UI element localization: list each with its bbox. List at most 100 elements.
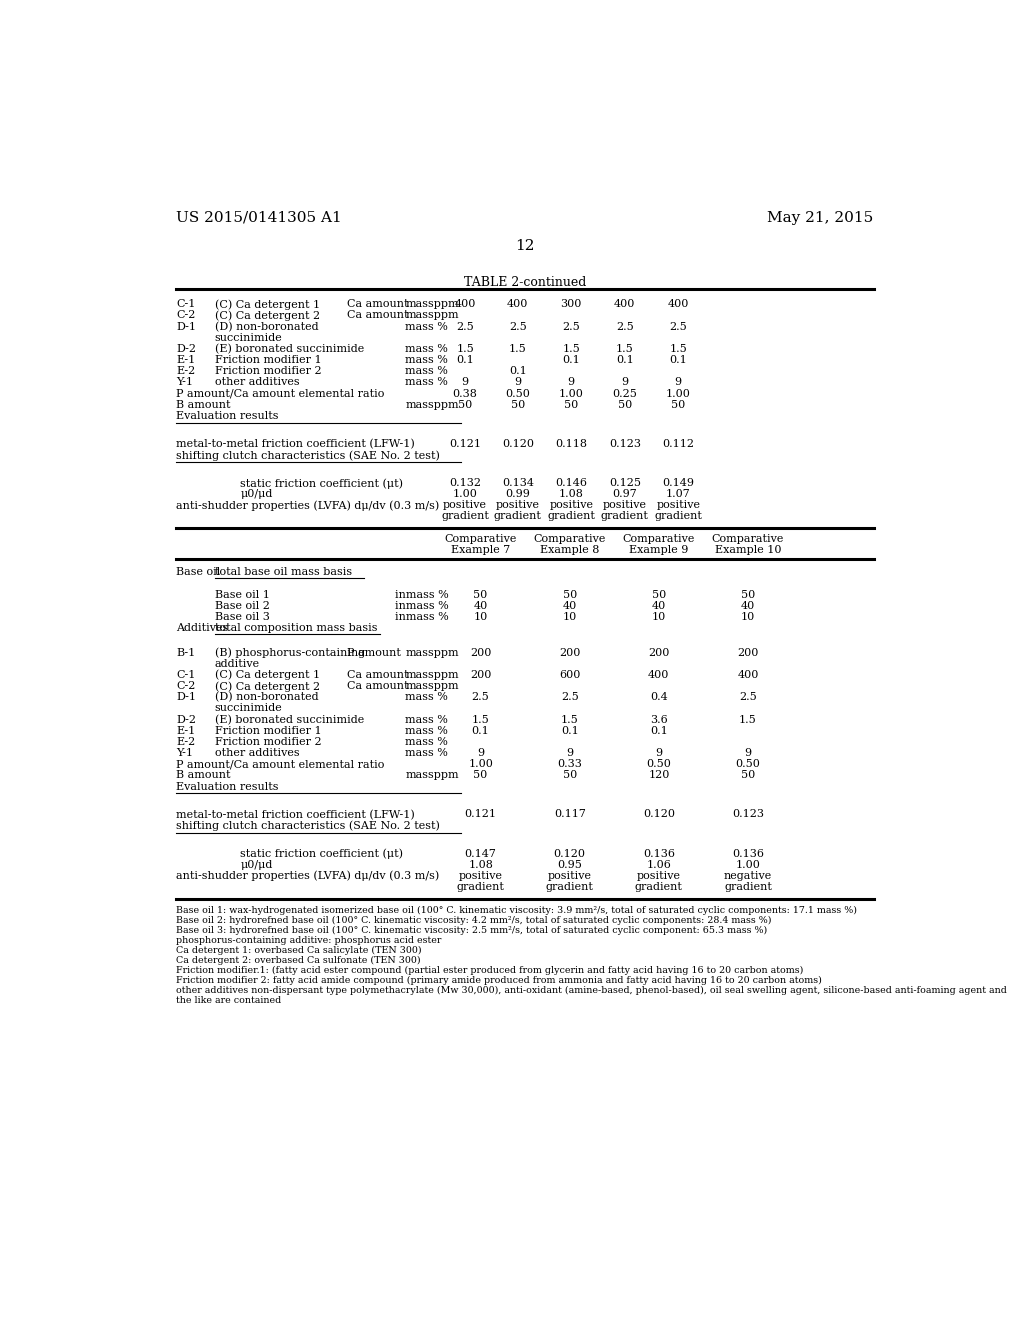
- Text: massppm: massppm: [406, 648, 459, 657]
- Text: 0.120: 0.120: [643, 809, 675, 820]
- Text: 0.1: 0.1: [650, 726, 668, 735]
- Text: D-1: D-1: [176, 322, 196, 331]
- Text: Base oil 3: hydrorefned base oil (100° C. kinematic viscosity: 2.5 mm²/s, total : Base oil 3: hydrorefned base oil (100° C…: [176, 927, 767, 936]
- Text: positive: positive: [603, 500, 647, 511]
- Text: μ0/μd: μ0/μd: [241, 490, 272, 499]
- Text: 2.5: 2.5: [457, 322, 474, 331]
- Text: positive: positive: [459, 871, 503, 880]
- Text: metal-to-metal friction coefficient (LFW-1): metal-to-metal friction coefficient (LFW…: [176, 809, 415, 820]
- Text: 0.38: 0.38: [453, 388, 477, 399]
- Text: 1.5: 1.5: [561, 714, 579, 725]
- Text: 1.5: 1.5: [670, 345, 687, 354]
- Text: 0.1: 0.1: [457, 355, 474, 366]
- Text: massppm: massppm: [406, 671, 459, 680]
- Text: anti-shudder properties (LVFA) dμ/dv (0.3 m/s): anti-shudder properties (LVFA) dμ/dv (0.…: [176, 871, 439, 882]
- Text: other additives: other additives: [215, 378, 299, 388]
- Text: 0.4: 0.4: [650, 692, 668, 702]
- Text: P amount/Ca amount elemental ratio: P amount/Ca amount elemental ratio: [176, 388, 384, 399]
- Text: static friction coefficient (μt): static friction coefficient (μt): [241, 478, 403, 488]
- Text: 1.00: 1.00: [735, 859, 761, 870]
- Text: gradient: gradient: [548, 511, 595, 521]
- Text: 200: 200: [470, 648, 492, 657]
- Text: metal-to-metal friction coefficient (LFW-1): metal-to-metal friction coefficient (LFW…: [176, 438, 415, 449]
- Text: mass %: mass %: [406, 737, 449, 747]
- Text: 2.5: 2.5: [562, 322, 581, 331]
- Text: gradient: gradient: [441, 511, 489, 521]
- Text: 0.136: 0.136: [732, 849, 764, 858]
- Text: 400: 400: [668, 300, 689, 309]
- Text: inmass %: inmass %: [395, 601, 450, 611]
- Text: 0.1: 0.1: [509, 367, 526, 376]
- Text: positive: positive: [656, 500, 700, 511]
- Text: Example 9: Example 9: [629, 545, 688, 556]
- Text: mass %: mass %: [406, 378, 449, 388]
- Text: gradient: gradient: [724, 882, 772, 892]
- Text: Base oil 2: Base oil 2: [215, 601, 269, 611]
- Text: (C) Ca detergent 2: (C) Ca detergent 2: [215, 310, 319, 321]
- Text: mass %: mass %: [406, 714, 449, 725]
- Text: succinimide: succinimide: [215, 333, 283, 343]
- Text: Base oil 1: Base oil 1: [215, 590, 269, 599]
- Text: Friction modifier 1: Friction modifier 1: [215, 355, 322, 366]
- Text: 0.120: 0.120: [502, 438, 534, 449]
- Text: inmass %: inmass %: [395, 590, 450, 599]
- Text: Base oil 1: wax-hydrogenated isomerized base oil (100° C. kinematic viscosity: 3: Base oil 1: wax-hydrogenated isomerized …: [176, 907, 857, 915]
- Text: 9: 9: [514, 378, 521, 388]
- Text: gradient: gradient: [635, 882, 683, 892]
- Text: 0.147: 0.147: [465, 849, 497, 858]
- Text: positive: positive: [548, 871, 592, 880]
- Text: 0.1: 0.1: [561, 726, 579, 735]
- Text: 400: 400: [614, 300, 636, 309]
- Text: 2.5: 2.5: [739, 692, 757, 702]
- Text: 1.5: 1.5: [472, 714, 489, 725]
- Text: 0.33: 0.33: [557, 759, 583, 770]
- Text: 50: 50: [671, 400, 685, 409]
- Text: D-2: D-2: [176, 714, 196, 725]
- Text: total base oil mass basis: total base oil mass basis: [215, 568, 352, 577]
- Text: 400: 400: [455, 300, 476, 309]
- Text: Friction modifier 2: Friction modifier 2: [215, 367, 322, 376]
- Text: 50: 50: [458, 400, 472, 409]
- Text: positive: positive: [549, 500, 593, 511]
- Text: 50: 50: [562, 771, 577, 780]
- Text: positive: positive: [496, 500, 540, 511]
- Text: B amount: B amount: [176, 771, 230, 780]
- Text: 0.25: 0.25: [612, 388, 637, 399]
- Text: 2.5: 2.5: [472, 692, 489, 702]
- Text: 2.5: 2.5: [561, 692, 579, 702]
- Text: 10: 10: [651, 612, 666, 622]
- Text: mass %: mass %: [406, 355, 449, 366]
- Text: 0.97: 0.97: [612, 490, 637, 499]
- Text: gradient: gradient: [457, 882, 505, 892]
- Text: (D) non-boronated: (D) non-boronated: [215, 692, 318, 702]
- Text: 200: 200: [470, 671, 492, 680]
- Text: 9: 9: [675, 378, 682, 388]
- Text: 9: 9: [655, 748, 663, 758]
- Text: 40: 40: [562, 601, 577, 611]
- Text: total composition mass basis: total composition mass basis: [215, 623, 377, 634]
- Text: 0.112: 0.112: [663, 438, 694, 449]
- Text: 9: 9: [566, 748, 573, 758]
- Text: (E) boronated succinimide: (E) boronated succinimide: [215, 345, 365, 354]
- Text: Friction modifier 1: Friction modifier 1: [215, 726, 322, 735]
- Text: inmass %: inmass %: [395, 612, 450, 622]
- Text: shifting clutch characteristics (SAE No. 2 test): shifting clutch characteristics (SAE No.…: [176, 821, 440, 832]
- Text: 0.50: 0.50: [735, 759, 761, 770]
- Text: 1.08: 1.08: [559, 490, 584, 499]
- Text: anti-shudder properties (LVFA) dμ/dv (0.3 m/s): anti-shudder properties (LVFA) dμ/dv (0.…: [176, 500, 439, 511]
- Text: (D) non-boronated: (D) non-boronated: [215, 322, 318, 331]
- Text: shifting clutch characteristics (SAE No. 2 test): shifting clutch characteristics (SAE No.…: [176, 450, 440, 461]
- Text: Ca amount: Ca amount: [346, 310, 408, 321]
- Text: P amount/Ca amount elemental ratio: P amount/Ca amount elemental ratio: [176, 759, 384, 770]
- Text: 50: 50: [741, 771, 755, 780]
- Text: Base oil: Base oil: [176, 568, 220, 577]
- Text: 1.5: 1.5: [457, 345, 474, 354]
- Text: other additives: other additives: [215, 748, 299, 758]
- Text: 120: 120: [648, 771, 670, 780]
- Text: positive: positive: [637, 871, 681, 880]
- Text: 10: 10: [562, 612, 577, 622]
- Text: 0.95: 0.95: [557, 859, 583, 870]
- Text: Comparative: Comparative: [534, 535, 606, 544]
- Text: 10: 10: [741, 612, 755, 622]
- Text: Example 8: Example 8: [540, 545, 599, 556]
